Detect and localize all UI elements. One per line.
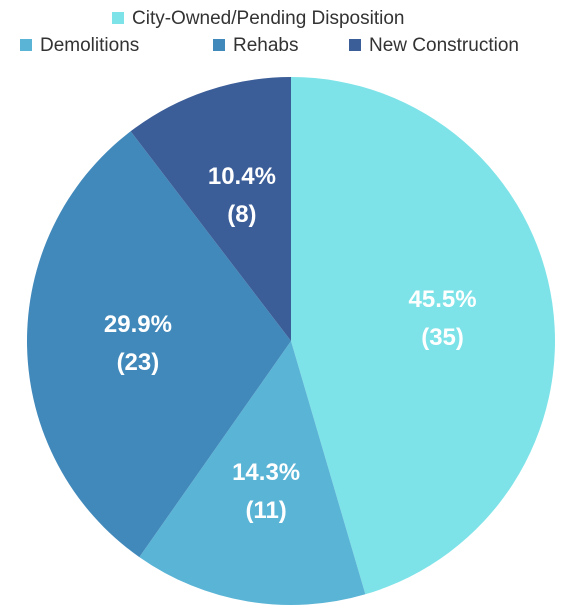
data-label-line: (11): [245, 497, 286, 524]
pie-slice: [139, 341, 366, 605]
legend-swatch: [349, 39, 361, 51]
data-label: 10.4% (8): [208, 163, 276, 228]
data-label-line: 29.9%: [104, 311, 172, 338]
legend-label: City-Owned/Pending Disposition: [132, 8, 404, 29]
data-label: 29.9% (23): [104, 311, 172, 376]
legend-label: New Construction: [369, 35, 519, 56]
data-label: 45.5% (35): [409, 287, 477, 352]
pie-slice: [27, 131, 291, 558]
data-label-line: 10.4%: [208, 163, 276, 190]
data-label-line: (23): [117, 349, 160, 376]
data-label: 14.3% (11): [232, 459, 300, 524]
pie-slice: [291, 77, 555, 595]
data-label-line: (35): [421, 325, 464, 352]
data-label-line: 45.5%: [409, 287, 477, 314]
legend-label: Demolitions: [40, 35, 139, 56]
legend-swatch: [20, 39, 32, 51]
legend-label: Rehabs: [233, 35, 299, 56]
legend-swatch: [112, 12, 124, 24]
data-label-line: 14.3%: [232, 459, 300, 486]
pie-slice: [130, 77, 291, 341]
legend-swatch: [213, 39, 225, 51]
data-label-line: (8): [227, 201, 256, 228]
